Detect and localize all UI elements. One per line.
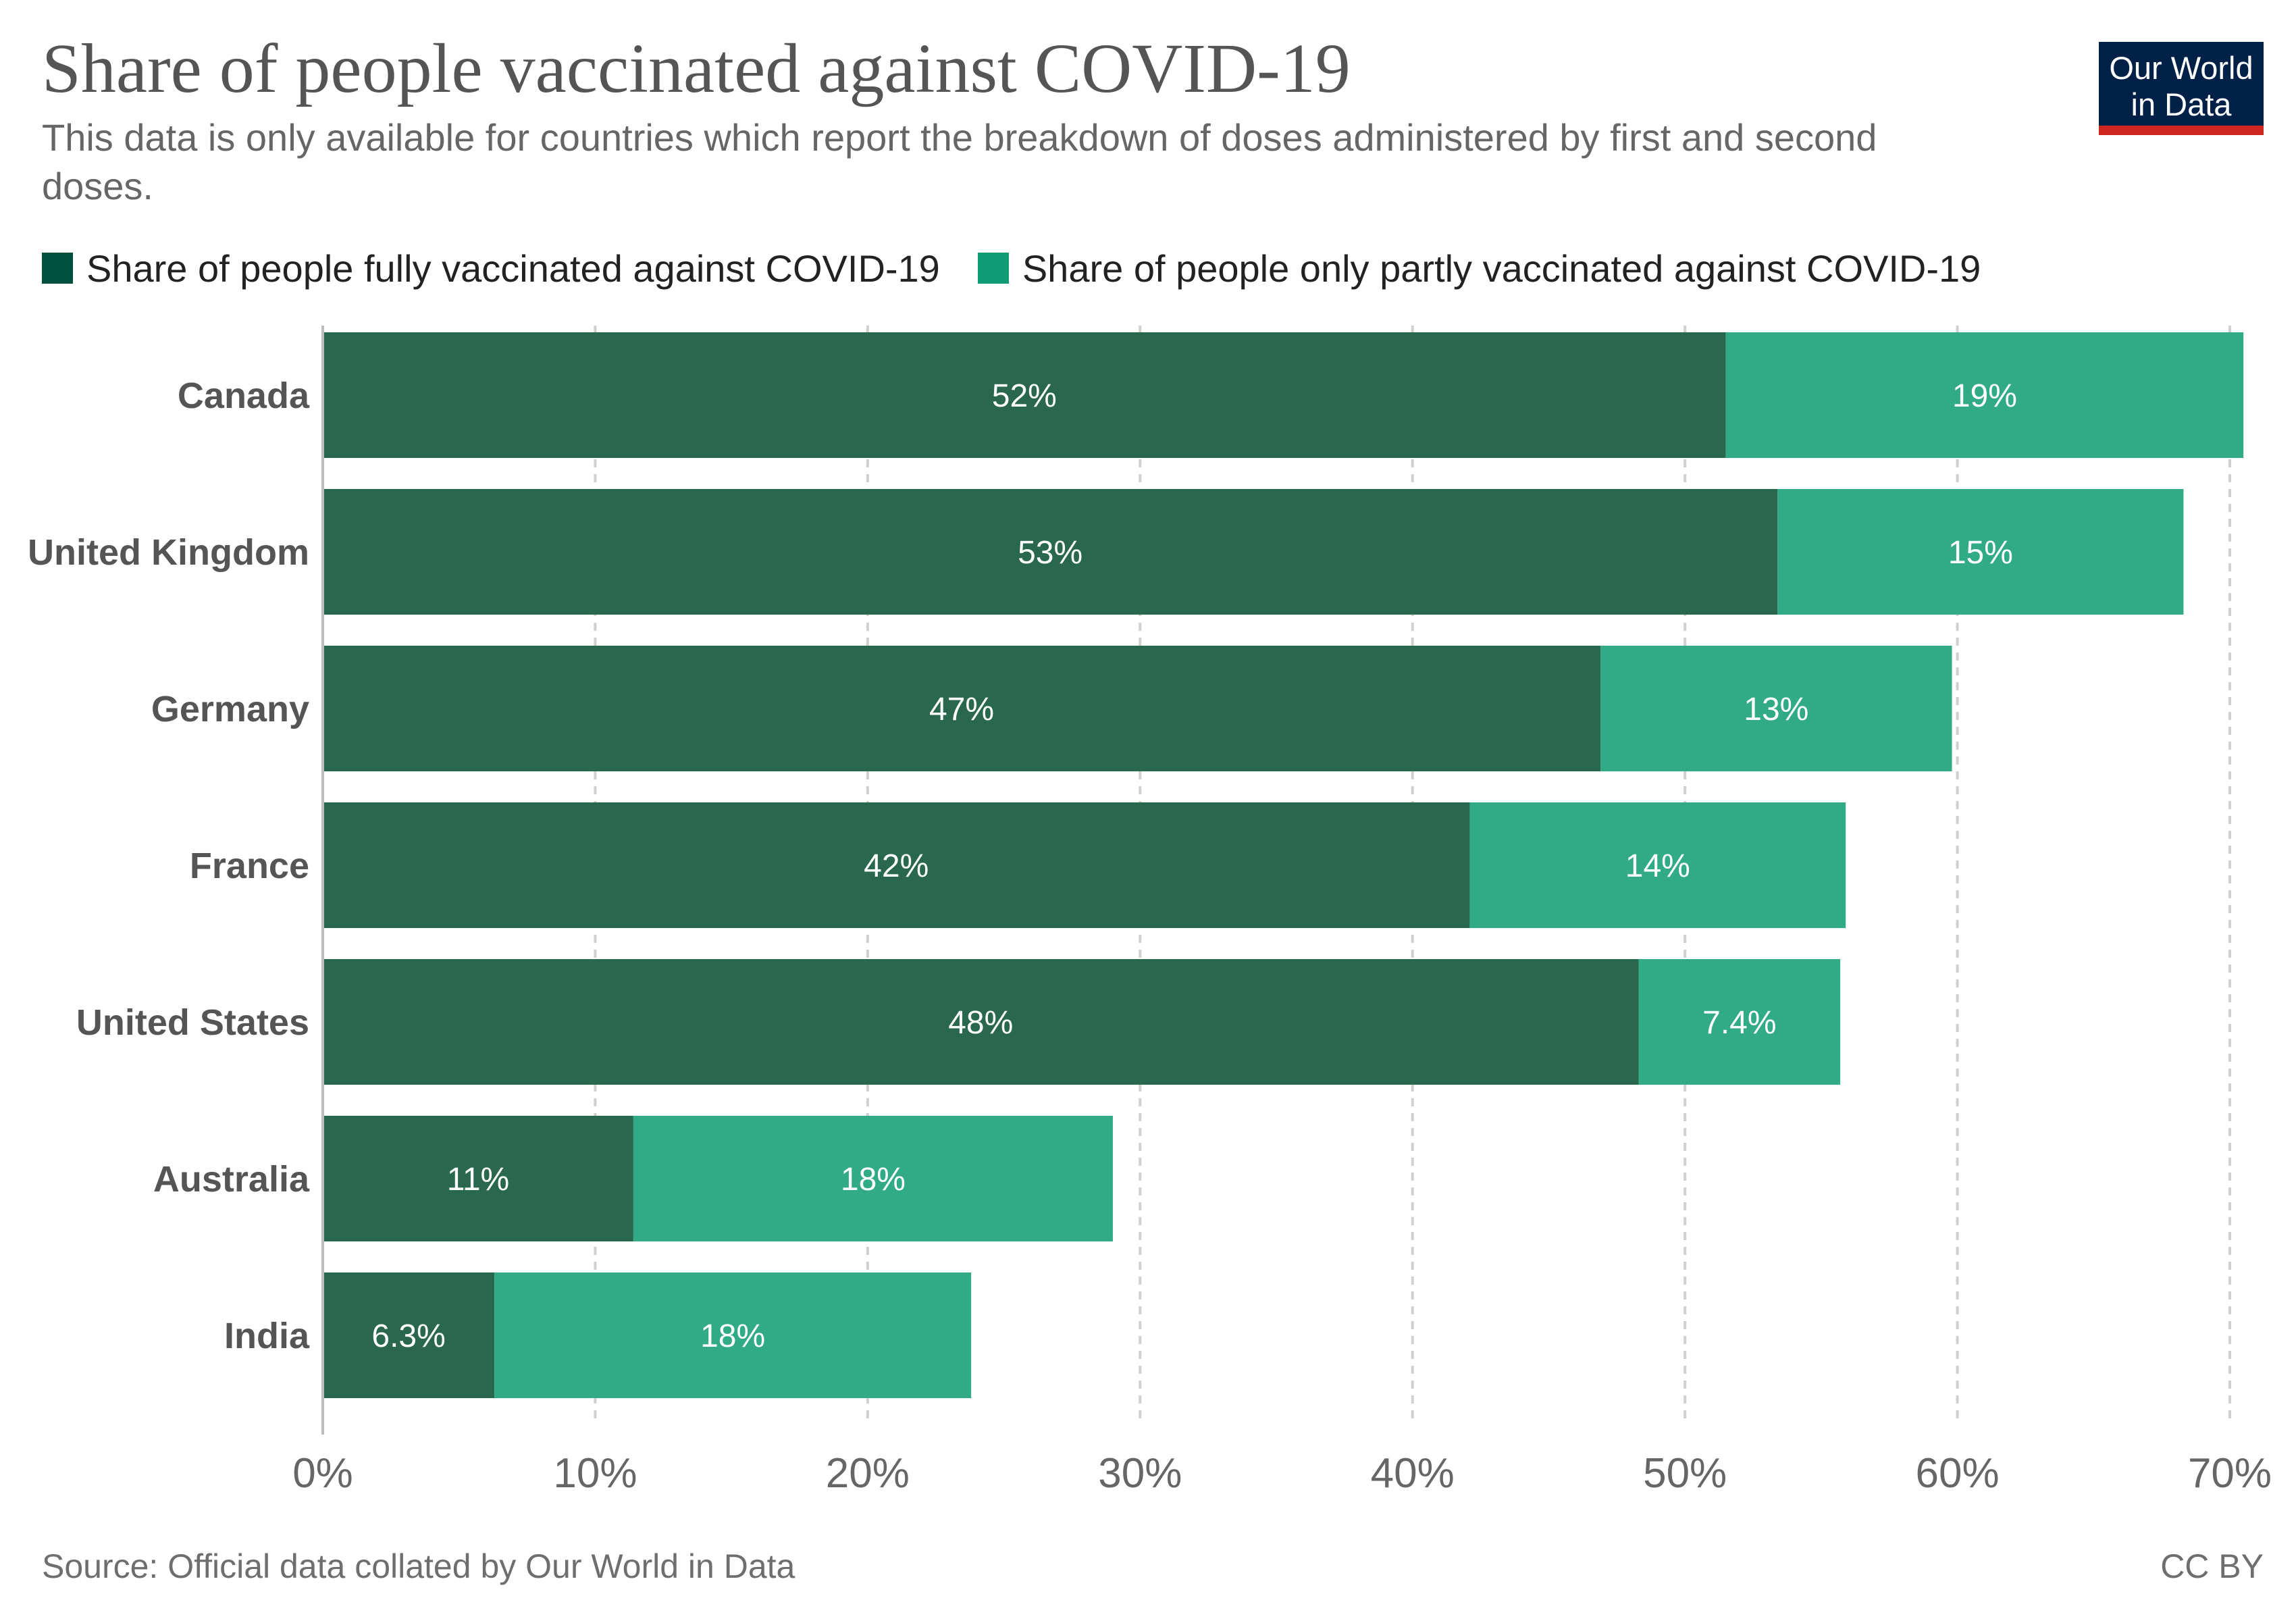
x-tick-label: 50% xyxy=(1643,1450,1727,1497)
data-label: 6.3% xyxy=(371,1318,445,1354)
category-label: France xyxy=(190,846,309,886)
x-tick-label: 70% xyxy=(2188,1450,2272,1497)
data-label: 7.4% xyxy=(1702,1005,1776,1041)
license-note[interactable]: CC BY xyxy=(2160,1547,2264,1585)
owid-logo[interactable]: Our World in Data xyxy=(2099,42,2264,135)
data-label: 52% xyxy=(992,378,1057,414)
data-label: 18% xyxy=(700,1318,765,1354)
bar-partly-vaccinated[interactable] xyxy=(1725,332,2244,458)
logo-line-1: Our World xyxy=(2109,50,2253,86)
data-label: 53% xyxy=(1018,535,1082,571)
x-tick-label: 20% xyxy=(826,1450,910,1497)
bar-fully-vaccinated[interactable] xyxy=(323,489,1778,615)
category-label: Germany xyxy=(151,689,309,729)
category-label: India xyxy=(224,1316,310,1356)
bar-fully-vaccinated[interactable] xyxy=(323,959,1639,1085)
x-tick-label: 60% xyxy=(1916,1450,2000,1497)
category-labels: Canada United Kingdom Germany France United … xyxy=(28,376,310,1356)
bar-fully-vaccinated[interactable] xyxy=(323,1116,633,1241)
data-label: 13% xyxy=(1744,692,1808,727)
category-label: United States xyxy=(76,1002,309,1043)
bar-partly-vaccinated[interactable] xyxy=(1600,646,1952,771)
data-label: 42% xyxy=(864,848,929,884)
x-tick-label: 0% xyxy=(292,1450,353,1497)
data-label: 11% xyxy=(447,1162,510,1198)
x-tick-label: 40% xyxy=(1371,1450,1455,1497)
category-label: United Kingdom xyxy=(28,532,309,573)
bar-fully-vaccinated[interactable] xyxy=(323,332,1726,458)
bar-chart: 52% 19% 53% 15% 47% 13% 42% 14% 48% 7.4% 11% 18% 6.3… xyxy=(28,326,2272,1497)
legend-label-partly: Share of people only partly vaccinated a… xyxy=(1022,247,1981,290)
data-label: 14% xyxy=(1625,848,1690,884)
chart-title: Share of people vaccinated against COVID… xyxy=(42,30,1351,107)
category-label: Australia xyxy=(153,1159,310,1200)
source-note[interactable]: Source: Official data collated by Our Wo… xyxy=(42,1547,795,1585)
data-label: 15% xyxy=(1948,535,2013,571)
legend-label-fully: Share of people fully vaccinated against… xyxy=(86,247,940,290)
bar-partly-vaccinated[interactable] xyxy=(1638,959,1841,1085)
category-label: Canada xyxy=(178,376,310,416)
data-label: 18% xyxy=(841,1162,906,1198)
bar-partly-vaccinated[interactable] xyxy=(1777,489,2184,615)
bar-fully-vaccinated[interactable] xyxy=(323,1272,495,1398)
data-label: 48% xyxy=(948,1005,1013,1041)
x-tick-label: 10% xyxy=(553,1450,637,1497)
bar-partly-vaccinated[interactable] xyxy=(494,1272,972,1398)
bar-fully-vaccinated[interactable] xyxy=(323,802,1470,928)
data-label: 19% xyxy=(1952,378,2017,414)
bar-fully-vaccinated[interactable] xyxy=(323,646,1601,771)
bar-partly-vaccinated[interactable] xyxy=(633,1116,1113,1241)
chart-legend: Share of people fully vaccinated against… xyxy=(42,245,2018,292)
bars: 52% 19% 53% 15% 47% 13% 42% 14% 48% 7.4% 11% 18% 6.3… xyxy=(323,332,2244,1398)
x-axis-ticks: 0% 10% 20% 30% 40% 50% 60% 70% xyxy=(292,1450,2272,1497)
legend-swatch-partly xyxy=(977,253,1009,284)
x-tick-label: 30% xyxy=(1098,1450,1182,1497)
legend-swatch-fully xyxy=(42,253,73,284)
bar-partly-vaccinated[interactable] xyxy=(1469,802,1846,928)
data-label: 47% xyxy=(929,692,994,727)
legend-item-partly[interactable]: Share of people only partly vaccinated a… xyxy=(977,247,1981,290)
legend-item-fully[interactable]: Share of people fully vaccinated against… xyxy=(42,247,940,290)
chart-subtitle: This data is only available for countrie… xyxy=(42,116,1877,207)
logo-line-2: in Data xyxy=(2131,86,2232,122)
